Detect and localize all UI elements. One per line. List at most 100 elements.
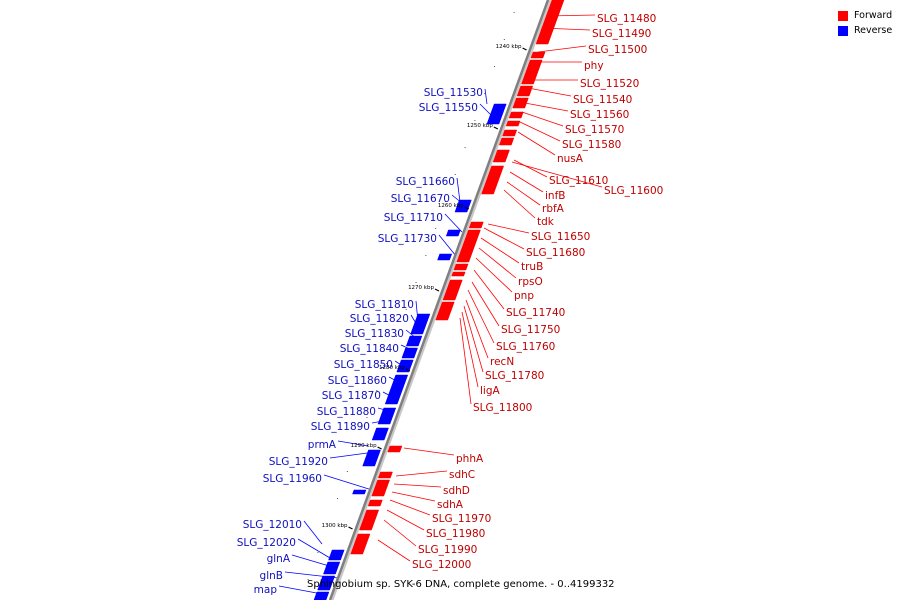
reverse-gene-label: SLG_11850 bbox=[334, 359, 393, 371]
reverse-gene-label: SLG_11880 bbox=[317, 406, 376, 418]
reverse-gene-label: glnB bbox=[260, 570, 283, 582]
forward-gene-label: SLG_11680 bbox=[526, 247, 585, 259]
reverse-gene-block bbox=[410, 313, 431, 335]
scale-dot bbox=[307, 579, 309, 580]
forward-gene-label: SLG_11610 bbox=[549, 175, 608, 187]
scale-dot bbox=[376, 390, 378, 391]
scale-dot bbox=[464, 147, 466, 148]
forward-leader-line bbox=[519, 121, 561, 142]
forward-gene-block bbox=[508, 111, 524, 119]
forward-gene-label: sdhA bbox=[437, 499, 464, 511]
forward-gene-block bbox=[371, 479, 390, 497]
forward-leader-line bbox=[478, 247, 517, 279]
forward-gene-block bbox=[512, 97, 529, 109]
reverse-gene-block bbox=[377, 407, 397, 425]
reverse-gene-block bbox=[454, 199, 472, 213]
scale-dot bbox=[474, 120, 476, 121]
forward-gene-block bbox=[367, 499, 383, 507]
forward-leader-line bbox=[383, 519, 417, 547]
forward-gene-label: SLG_11990 bbox=[418, 544, 477, 556]
forward-gene-label: SLG_11650 bbox=[531, 231, 590, 243]
reverse-gene-label: SLG_11670 bbox=[391, 193, 450, 205]
forward-gene-label: SLG_11490 bbox=[592, 28, 651, 40]
reverse-gene-label: prmA bbox=[308, 439, 337, 451]
reverse-leader-line bbox=[337, 440, 369, 447]
scale-dot bbox=[346, 471, 348, 472]
forward-gene-block bbox=[435, 301, 455, 321]
forward-gene-label: SLG_11580 bbox=[562, 139, 621, 151]
forward-gene-label: sdhD bbox=[443, 485, 470, 497]
reverse-leader-line bbox=[303, 520, 323, 545]
scale-dot bbox=[327, 525, 329, 526]
forward-gene-label: SLG_11970 bbox=[432, 513, 491, 525]
forward-leader-line bbox=[473, 269, 505, 310]
forward-leader-line bbox=[513, 159, 548, 178]
scale-dot bbox=[503, 39, 505, 40]
scale-dot bbox=[395, 336, 397, 337]
forward-leader-line bbox=[509, 171, 544, 193]
reverse-gene-block bbox=[384, 374, 409, 405]
tick-label: 1250 kbp bbox=[467, 123, 493, 129]
reverse-gene-label: SLG_11730 bbox=[378, 233, 437, 245]
reverse-gene-label: SLG_11830 bbox=[345, 328, 404, 340]
forward-gene-label: SLG_11780 bbox=[485, 370, 544, 382]
reverse-gene-block bbox=[371, 427, 389, 441]
forward-gene-label: SLG_11480 bbox=[597, 13, 656, 25]
reverse-gene-block bbox=[352, 489, 367, 495]
scale-dot bbox=[317, 552, 319, 553]
forward-leader-line bbox=[393, 483, 442, 488]
forward-leader-line bbox=[511, 161, 603, 188]
forward-gene-block bbox=[521, 59, 543, 85]
tick-mark bbox=[464, 206, 470, 210]
reverse-gene-block bbox=[401, 347, 418, 359]
scale-dot bbox=[415, 282, 417, 283]
reverse-gene-block bbox=[313, 591, 330, 600]
tick-mark bbox=[377, 446, 382, 450]
reverse-gene-label: SLG_11550 bbox=[419, 102, 478, 114]
scale-dot bbox=[484, 93, 486, 94]
reverse-gene-block bbox=[396, 359, 414, 373]
reverse-gene-label: SLG_11840 bbox=[340, 343, 399, 355]
reverse-gene-label: SLG_11860 bbox=[328, 375, 387, 387]
legend: Forward Reverse bbox=[838, 8, 892, 38]
tick-label: 1300 kbp bbox=[322, 523, 348, 529]
forward-gene-block bbox=[535, 0, 565, 45]
scale-dot bbox=[435, 228, 437, 229]
reverse-gene-label: SLG_11890 bbox=[311, 421, 370, 433]
reverse-gene-label: SLG_11810 bbox=[355, 299, 414, 311]
forward-gene-label: phy bbox=[584, 60, 604, 72]
axis-line bbox=[328, 0, 550, 600]
reverse-leader-line bbox=[438, 234, 457, 257]
forward-gene-block bbox=[442, 279, 463, 301]
forward-leader-line bbox=[527, 87, 572, 97]
reverse-gene-label: SLG_11820 bbox=[350, 313, 409, 325]
reverse-leader-line bbox=[456, 177, 461, 203]
tick-label: 1240 kbp bbox=[496, 44, 522, 50]
scale-dot bbox=[337, 498, 339, 499]
forward-gene-label: SLG_11500 bbox=[588, 44, 647, 56]
reverse-gene-block bbox=[362, 449, 381, 467]
forward-gene-label: nusA bbox=[557, 153, 584, 165]
forward-leader-line bbox=[483, 227, 525, 250]
reverse-gene-block bbox=[437, 253, 453, 261]
forward-leader-line bbox=[487, 223, 530, 234]
scale-dot bbox=[356, 444, 358, 445]
reverse-gene-block bbox=[323, 561, 341, 575]
forward-gene-block bbox=[468, 221, 484, 229]
reverse-gene-label: SLG_11660 bbox=[396, 176, 455, 188]
reverse-gene-label: glnA bbox=[267, 553, 291, 565]
reverse-leader-line bbox=[297, 538, 331, 559]
forward-gene-block bbox=[377, 471, 393, 479]
reverse-leader-line bbox=[444, 213, 463, 233]
forward-gene-block bbox=[502, 129, 518, 137]
forward-gene-label: SLG_11750 bbox=[501, 324, 560, 336]
tick-label: 1290 kbp bbox=[351, 443, 377, 449]
forward-leader-line bbox=[461, 311, 479, 388]
legend-forward: Forward bbox=[838, 8, 892, 23]
forward-leader-line bbox=[537, 45, 587, 53]
tick-mark bbox=[522, 47, 527, 51]
forward-leader-line bbox=[395, 470, 448, 477]
reverse-gene-label: SLG_11710 bbox=[384, 212, 443, 224]
forward-gene-label: SLG_11800 bbox=[473, 402, 532, 414]
